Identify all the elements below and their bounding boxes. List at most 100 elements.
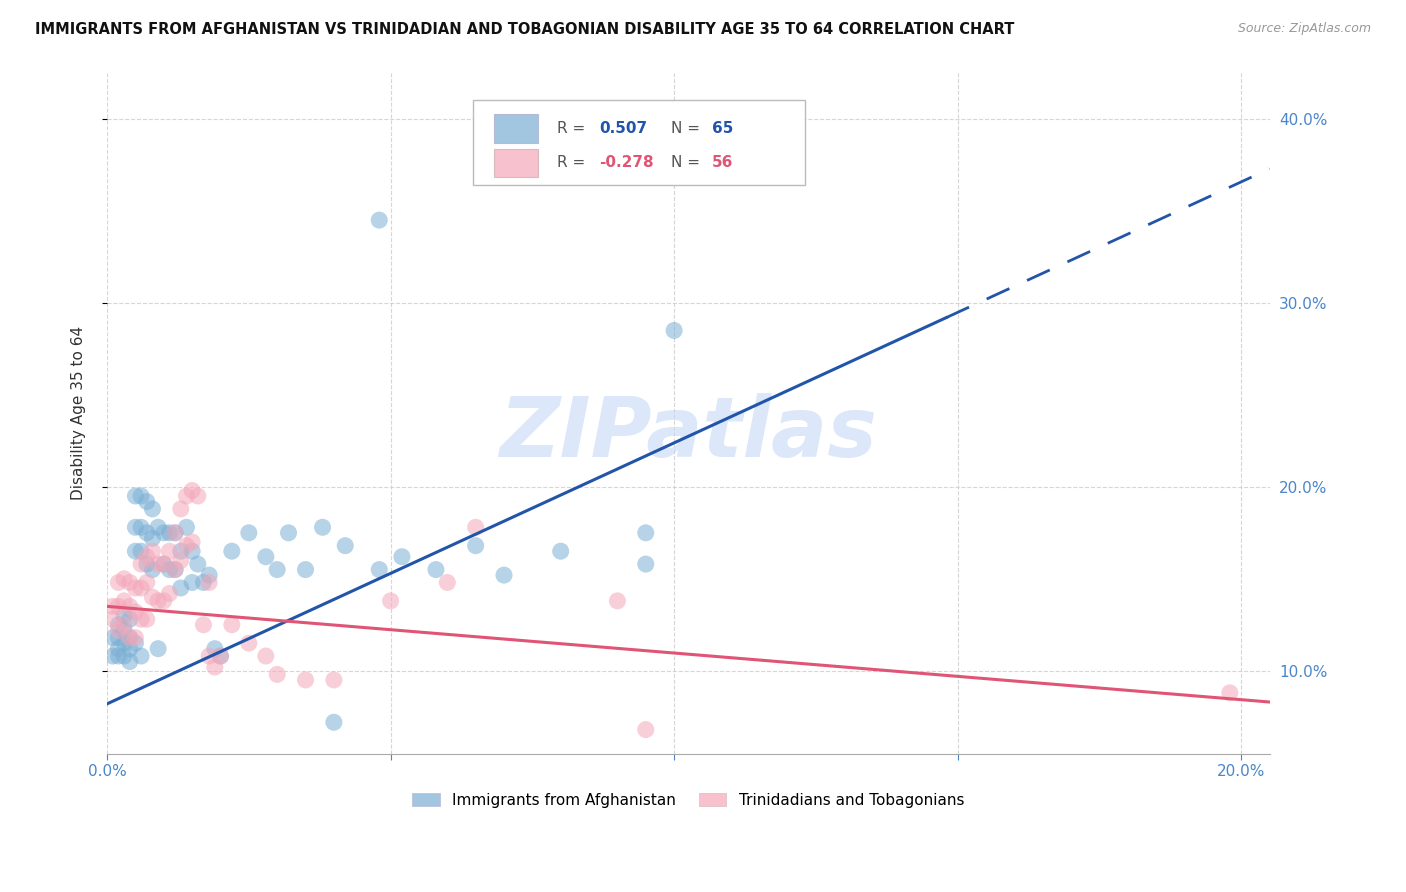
- Point: [254, 549, 277, 564]
- Bar: [474, 100, 804, 186]
- Point: [606, 594, 628, 608]
- Legend: Immigrants from Afghanistan, Trinidadians and Tobagonians: Immigrants from Afghanistan, Trinidadian…: [406, 787, 970, 814]
- Point: [322, 673, 344, 687]
- Point: [662, 323, 685, 337]
- Point: [129, 544, 152, 558]
- Point: [181, 483, 204, 498]
- Point: [146, 520, 169, 534]
- Point: [464, 539, 486, 553]
- Point: [135, 612, 157, 626]
- Point: [165, 563, 187, 577]
- Point: [112, 572, 135, 586]
- Point: [129, 612, 152, 626]
- Point: [141, 531, 163, 545]
- Point: [159, 586, 181, 600]
- Point: [634, 723, 657, 737]
- Point: [129, 520, 152, 534]
- Point: [112, 636, 135, 650]
- Point: [135, 575, 157, 590]
- Point: [170, 581, 193, 595]
- Point: [152, 557, 174, 571]
- Point: [198, 575, 221, 590]
- Point: [159, 544, 181, 558]
- Point: [254, 648, 277, 663]
- Bar: [494, 149, 538, 178]
- Point: [107, 641, 129, 656]
- Point: [165, 563, 187, 577]
- Point: [146, 594, 169, 608]
- Text: -0.278: -0.278: [599, 155, 654, 170]
- Point: [141, 544, 163, 558]
- Text: N =: N =: [671, 121, 704, 136]
- Point: [112, 648, 135, 663]
- Point: [118, 599, 141, 614]
- Point: [124, 636, 146, 650]
- Point: [266, 563, 288, 577]
- Text: R =: R =: [557, 155, 591, 170]
- Point: [294, 673, 316, 687]
- Point: [720, 756, 742, 770]
- Point: [368, 213, 391, 227]
- Text: R =: R =: [557, 121, 591, 136]
- Point: [112, 608, 135, 623]
- Point: [209, 648, 232, 663]
- Point: [181, 575, 204, 590]
- Point: [124, 581, 146, 595]
- Point: [129, 489, 152, 503]
- Point: [238, 636, 260, 650]
- Point: [221, 617, 243, 632]
- Point: [193, 617, 215, 632]
- Point: [107, 631, 129, 645]
- Point: [107, 617, 129, 632]
- Point: [322, 715, 344, 730]
- Point: [118, 575, 141, 590]
- Point: [101, 631, 124, 645]
- Text: ZIPatlas: ZIPatlas: [499, 393, 877, 475]
- Point: [101, 612, 124, 626]
- Text: IMMIGRANTS FROM AFGHANISTAN VS TRINIDADIAN AND TOBAGONIAN DISABILITY AGE 35 TO 6: IMMIGRANTS FROM AFGHANISTAN VS TRINIDADI…: [35, 22, 1015, 37]
- Point: [129, 648, 152, 663]
- Point: [311, 520, 333, 534]
- Point: [170, 544, 193, 558]
- Point: [141, 590, 163, 604]
- Point: [152, 525, 174, 540]
- Text: 0.507: 0.507: [599, 121, 647, 136]
- Point: [135, 494, 157, 508]
- Point: [165, 525, 187, 540]
- Point: [492, 568, 515, 582]
- Point: [124, 489, 146, 503]
- Point: [204, 660, 226, 674]
- Point: [107, 575, 129, 590]
- Point: [107, 624, 129, 638]
- Point: [118, 612, 141, 626]
- Point: [112, 594, 135, 608]
- Point: [204, 641, 226, 656]
- Point: [181, 535, 204, 549]
- Point: [748, 778, 770, 792]
- Point: [464, 520, 486, 534]
- Point: [107, 599, 129, 614]
- Point: [176, 520, 198, 534]
- Point: [129, 581, 152, 595]
- Point: [135, 549, 157, 564]
- Point: [436, 575, 458, 590]
- Bar: [494, 114, 538, 143]
- Point: [634, 557, 657, 571]
- Text: 65: 65: [711, 121, 733, 136]
- Point: [141, 502, 163, 516]
- Point: [159, 563, 181, 577]
- Point: [238, 525, 260, 540]
- Text: 56: 56: [711, 155, 733, 170]
- Point: [141, 563, 163, 577]
- Point: [101, 648, 124, 663]
- Point: [198, 568, 221, 582]
- Point: [112, 624, 135, 638]
- Point: [152, 594, 174, 608]
- Point: [118, 641, 141, 656]
- Y-axis label: Disability Age 35 to 64: Disability Age 35 to 64: [72, 326, 86, 500]
- Point: [176, 489, 198, 503]
- Point: [165, 525, 187, 540]
- Point: [135, 557, 157, 571]
- Point: [277, 525, 299, 540]
- Point: [135, 525, 157, 540]
